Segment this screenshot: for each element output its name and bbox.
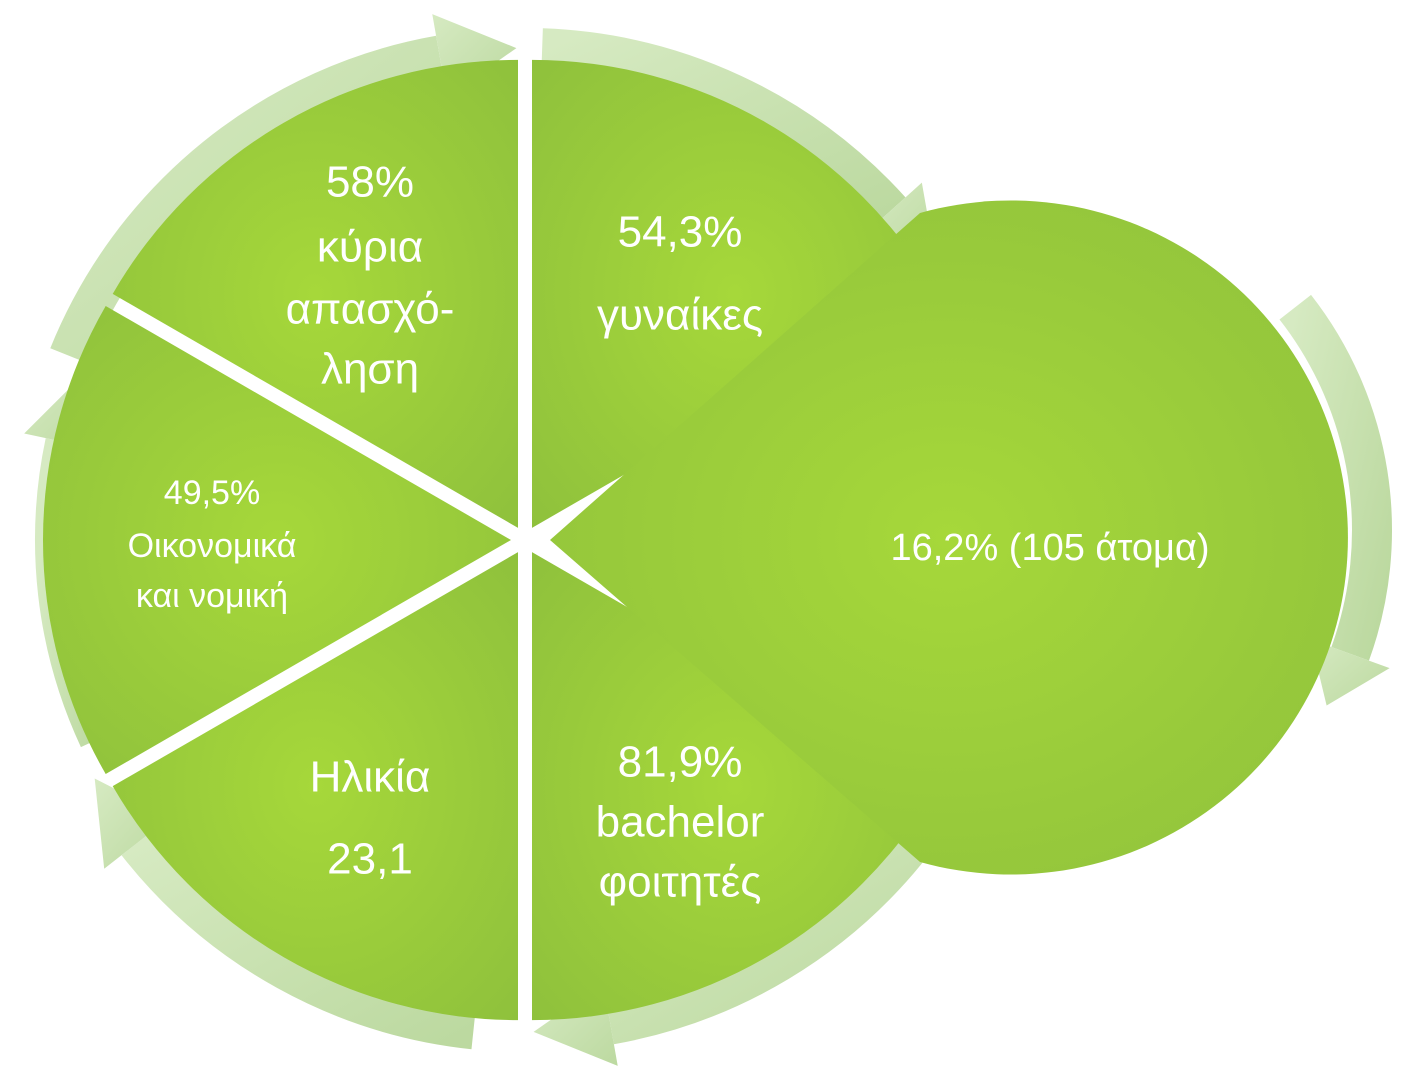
segment-label: φοιτητές [599,858,762,907]
cycle-segment-exploded [550,200,1348,875]
arrow-head [94,778,171,869]
segment-label: 23,1 [327,835,413,884]
cycle-segment [42,306,511,774]
cycle-segment [532,59,938,528]
segment-label: 58% [326,158,414,207]
segment-label: Οικονομικά [128,527,297,565]
segment-label: Ηλικία [310,753,431,802]
segment-label: bachelor [596,798,765,847]
cycle-segment [112,59,519,528]
cycle-arrow [606,830,929,1045]
segment-label: 54,3% [618,208,743,257]
cycle-arrow [121,830,476,1050]
segment-label: απασχό- [286,285,455,334]
cycle-arrow [541,28,906,225]
cycle-arrow [1279,294,1392,661]
segment-label: κύρια [317,223,423,272]
segment-label: 81,9% [618,738,743,787]
segment-label: ληση [321,345,419,394]
cycle-segment [112,552,519,1021]
cycle-arrow [50,35,444,364]
segment-label: 49,5% [164,474,260,512]
segment-label: 16,2% (105 άτομα) [890,527,1209,569]
segment-label: γυναίκες [597,291,763,340]
segment-label: και νομική [136,577,288,615]
cycle-segment [532,552,938,1021]
arrow-head [1310,639,1390,706]
